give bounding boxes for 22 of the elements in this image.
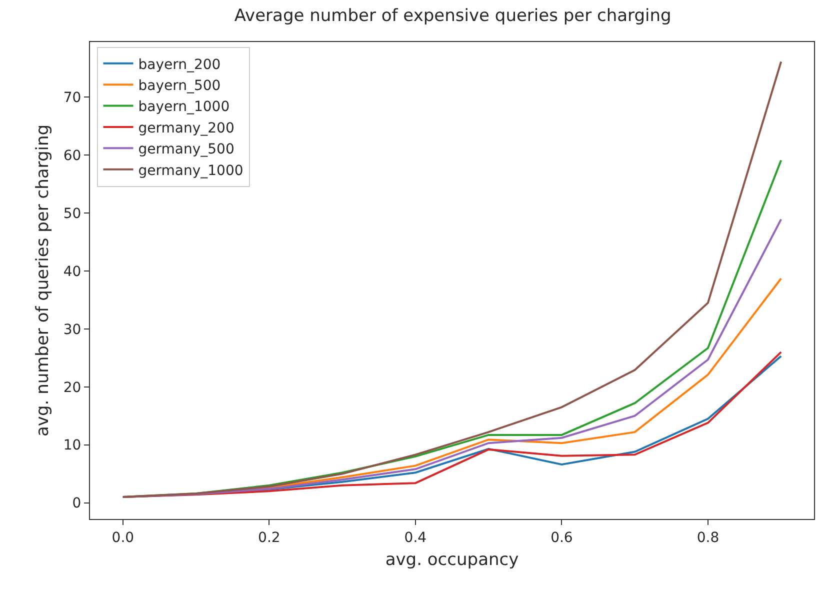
legend-label: germany_200 (138, 120, 234, 136)
legend-label: bayern_200 (138, 56, 221, 73)
y-tick-label: 10 (63, 438, 82, 454)
y-tick-label: 0 (72, 496, 82, 512)
x-axis-title: avg. occupancy (385, 550, 519, 570)
y-tick-label: 40 (63, 264, 82, 280)
x-tick-label: 0.6 (550, 530, 573, 546)
y-tick-label: 70 (63, 90, 82, 106)
y-axis-title: avg. number of queries per charging (32, 124, 53, 437)
y-tick-label: 30 (63, 322, 82, 338)
x-tick-label: 0.2 (258, 530, 280, 546)
y-tick-label: 50 (63, 206, 82, 222)
legend-label: bayern_500 (138, 78, 221, 94)
legend-label: germany_1000 (138, 162, 244, 179)
x-tick-label: 0.4 (404, 530, 427, 546)
legend-label: bayern_1000 (138, 99, 230, 116)
x-tick-label: 0.0 (112, 530, 134, 546)
chart-title: Average number of expensive queries per charging (234, 6, 672, 26)
x-tick-label: 0.8 (696, 530, 720, 546)
y-tick-label: 60 (63, 148, 82, 164)
y-tick-label: 20 (63, 380, 82, 396)
legend-label: germany_500 (138, 142, 234, 158)
